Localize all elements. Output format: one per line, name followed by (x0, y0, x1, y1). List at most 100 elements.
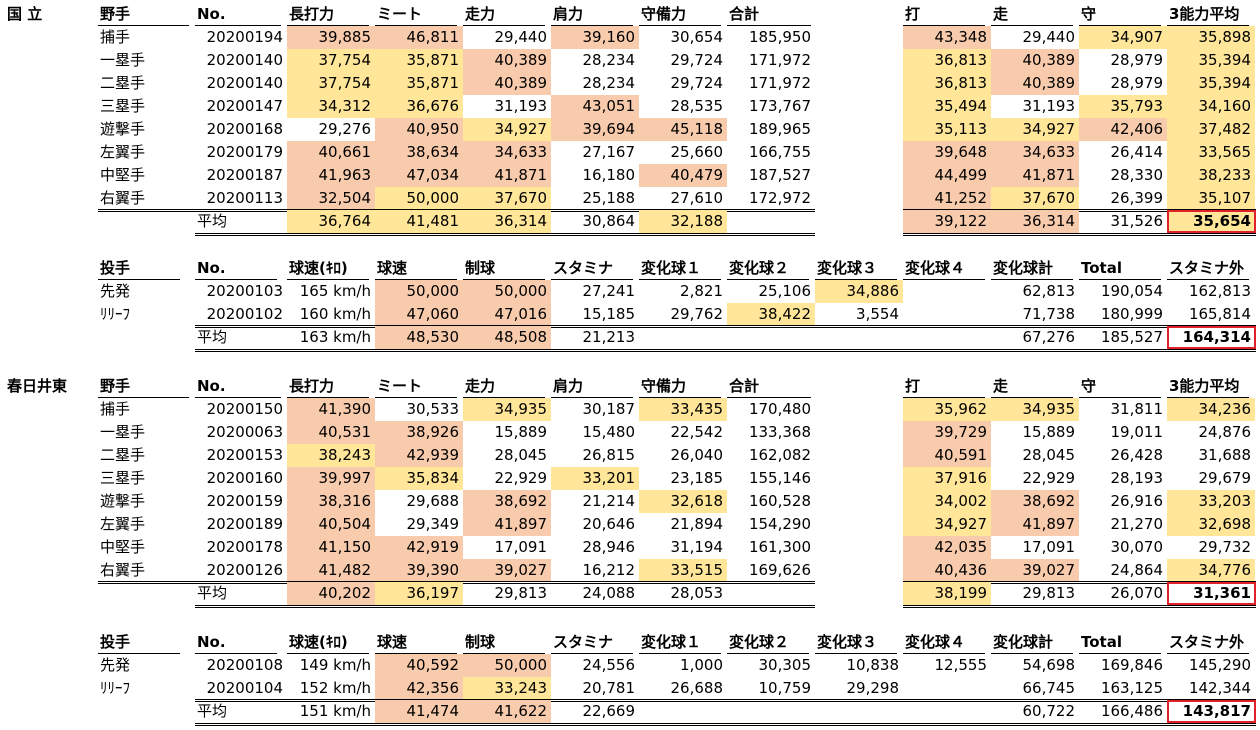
batter-stat-cell[interactable]: 29,688 (406, 492, 460, 510)
pitcher-header[interactable]: 変化球４ (903, 631, 985, 654)
batter-stat-cell[interactable]: 133,368 (748, 423, 811, 441)
batter-stat-cell[interactable]: 155,146 (748, 469, 811, 487)
batter-stat-cell[interactable]: 31,194 (670, 538, 724, 556)
pitcher-stat-cell[interactable]: 145,290 (1188, 656, 1251, 674)
pitcher-stat-cell[interactable]: 29,762 (670, 305, 724, 323)
pitcher-stat-cell[interactable]: 169,846 (1100, 656, 1163, 674)
batter-summary-cell[interactable]: 39,648 (903, 141, 991, 164)
batter-summary-average-cell[interactable]: 36,314 (991, 210, 1079, 233)
batter-average-cell[interactable] (727, 210, 815, 233)
pitcher-average-cell[interactable]: 67,276 (1022, 328, 1076, 346)
batter-header[interactable]: ミート (375, 3, 457, 26)
pitcher-stat-cell[interactable]: 42,356 (375, 677, 463, 700)
batter-summary-cell[interactable]: 31,688 (1198, 446, 1252, 464)
batter-stat-cell[interactable]: 162,082 (748, 446, 811, 464)
pitcher-average-cell[interactable] (903, 326, 991, 349)
batter-stat-cell[interactable]: 20,646 (582, 515, 636, 533)
batter-summary-cell[interactable]: 17,091 (1022, 538, 1076, 556)
pitcher-stat-cell[interactable]: 40,592 (375, 654, 463, 677)
pitcher-header[interactable]: 球速(ｷﾛ) (287, 257, 369, 280)
batter-stat-cell[interactable]: 29,276 (318, 120, 372, 138)
pitcher-stat-cell[interactable]: 3,554 (856, 305, 899, 323)
pitcher-header[interactable]: 制球 (463, 257, 545, 280)
pitcher-stat-cell[interactable]: 38,422 (727, 303, 815, 326)
batter-stat-cell[interactable]: 25,188 (582, 189, 636, 207)
batter-stat-cell[interactable]: 22,542 (670, 423, 724, 441)
pitcher-stat-cell[interactable]: 27,241 (582, 282, 636, 300)
batter-summary-cell[interactable]: 19,011 (1110, 423, 1164, 441)
batter-stat-cell[interactable]: 41,897 (463, 513, 551, 536)
pitcher-stat-cell[interactable]: 1,000 (680, 656, 723, 674)
pitcher-stat-cell[interactable]: 162,813 (1188, 282, 1251, 300)
player-number[interactable]: 20200126 (206, 561, 283, 579)
pitcher-average-cell[interactable]: 48,508 (463, 326, 551, 349)
batter-stat-cell[interactable]: 39,885 (287, 26, 375, 49)
batter-stat-cell[interactable]: 30,654 (670, 28, 724, 46)
batter-header[interactable]: 肩力 (551, 375, 633, 398)
pitcher-stat-cell[interactable]: 47,016 (463, 303, 551, 326)
player-number[interactable]: 20200189 (206, 515, 283, 533)
pitcher-stat-cell[interactable]: 50,000 (463, 654, 551, 677)
batter-stat-cell[interactable]: 170,480 (748, 400, 811, 418)
batter-summary-cell[interactable]: 36,813 (903, 49, 991, 72)
pitcher-header[interactable]: 変化球３ (815, 257, 897, 280)
batter-right-header[interactable]: 守 (1079, 375, 1161, 398)
batter-stat-cell[interactable]: 21,894 (670, 515, 724, 533)
batter-summary-cell[interactable]: 26,916 (1110, 492, 1164, 510)
pitcher-average-cell[interactable] (639, 700, 727, 723)
pitcher-average-cell[interactable]: 185,527 (1100, 328, 1163, 346)
batter-stat-cell[interactable]: 39,027 (463, 559, 551, 582)
batter-stat-cell[interactable]: 26,815 (582, 446, 636, 464)
batter-right-header[interactable]: 打 (903, 3, 985, 26)
batter-summary-cell[interactable]: 40,389 (991, 49, 1079, 72)
batter-average-cell[interactable]: 40,202 (287, 582, 375, 605)
average-label[interactable]: 平均 (197, 212, 228, 230)
batter-summary-cell[interactable]: 24,876 (1198, 423, 1252, 441)
pitcher-header[interactable]: 変化球１ (639, 631, 721, 654)
batter-stat-cell[interactable]: 29,724 (670, 51, 724, 69)
pitcher-average-cell[interactable]: 48,530 (375, 326, 463, 349)
pitcher-average-cell[interactable] (727, 326, 815, 349)
pitcher-header[interactable]: 変化球４ (903, 257, 985, 280)
pitcher-header[interactable]: Total (1079, 257, 1161, 280)
position-label[interactable]: 左翼手 (100, 143, 146, 161)
batter-stat-cell[interactable]: 40,389 (463, 49, 551, 72)
batter-stat-cell[interactable]: 40,531 (287, 421, 375, 444)
batter-stat-cell[interactable]: 41,482 (287, 559, 375, 582)
batter-summary-cell[interactable]: 34,927 (903, 513, 991, 536)
batter-header[interactable]: 野手 (98, 375, 189, 398)
batter-average-cell[interactable]: 32,188 (639, 210, 727, 233)
batter-header[interactable]: 長打力 (287, 375, 369, 398)
batter-summary-cell[interactable]: 28,979 (1110, 74, 1164, 92)
batter-summary-cell[interactable]: 26,414 (1110, 143, 1164, 161)
batter-summary-cell[interactable]: 35,113 (903, 118, 991, 141)
batter-stat-cell[interactable]: 30,533 (406, 400, 460, 418)
batter-summary-cell[interactable]: 34,160 (1167, 95, 1255, 118)
batter-summary-cell[interactable]: 42,406 (1079, 118, 1167, 141)
pitcher-stat-cell[interactable]: 24,556 (582, 656, 636, 674)
batter-summary-cell[interactable]: 41,252 (903, 187, 991, 210)
player-number[interactable]: 20200104 (206, 679, 283, 697)
batter-summary-cell[interactable]: 41,871 (991, 164, 1079, 187)
batter-summary-cell[interactable]: 31,193 (1022, 97, 1076, 115)
pitcher-average-cell[interactable] (815, 326, 903, 349)
batter-stat-cell[interactable]: 29,440 (494, 28, 548, 46)
batter-stat-cell[interactable]: 15,480 (582, 423, 636, 441)
player-number[interactable]: 20200108 (206, 656, 283, 674)
batter-stat-cell[interactable]: 38,316 (287, 490, 375, 513)
batter-stat-cell[interactable]: 40,389 (463, 72, 551, 95)
pitcher-stat-cell[interactable]: 15,185 (582, 305, 636, 323)
batter-stat-cell[interactable]: 42,919 (375, 536, 463, 559)
batter-stat-cell[interactable]: 160,528 (748, 492, 811, 510)
pitcher-header[interactable]: 変化球２ (727, 257, 809, 280)
batter-header[interactable]: 野手 (98, 3, 189, 26)
batter-stat-cell[interactable]: 15,889 (494, 423, 548, 441)
batter-stat-cell[interactable]: 42,939 (375, 444, 463, 467)
pitcher-stat-cell[interactable]: 10,759 (758, 679, 812, 697)
batter-stat-cell[interactable]: 17,091 (494, 538, 548, 556)
batter-header[interactable]: 守備力 (639, 375, 721, 398)
batter-summary-cell[interactable]: 37,916 (903, 467, 991, 490)
average-label[interactable]: 平均 (197, 328, 228, 346)
batter-stat-cell[interactable]: 40,479 (639, 164, 727, 187)
position-label[interactable]: 右翼手 (100, 189, 146, 207)
